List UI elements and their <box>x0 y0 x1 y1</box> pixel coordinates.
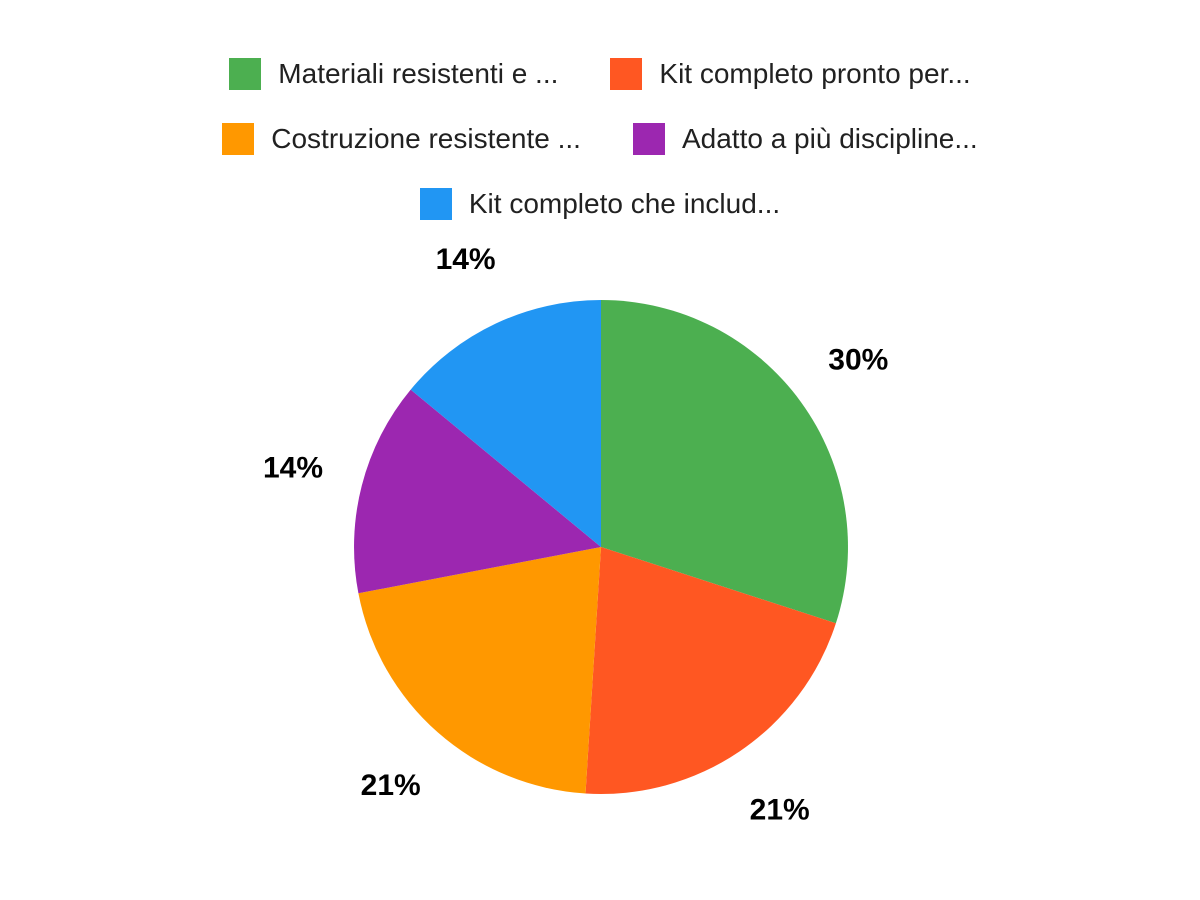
pie-slice <box>354 389 601 594</box>
legend-label: Kit completo pronto per... <box>659 58 971 89</box>
pie-slice <box>410 300 601 547</box>
legend-swatch-icon <box>419 188 452 220</box>
slice-value-label: 14% <box>263 451 323 484</box>
legend-label: Adatto a più discipline... <box>681 123 978 154</box>
legend-row: Costruzione resistente ... Adatto a più d… <box>222 123 978 155</box>
legend-label: Materiali resistenti e ... <box>278 58 559 89</box>
chart-legend: Materiali resistenti e ... Kit completo p… <box>0 58 1200 220</box>
legend-swatch-icon <box>222 123 255 155</box>
legend-row: Materiali resistenti e ... Kit completo p… <box>229 58 971 90</box>
legend-swatch-icon <box>632 123 665 155</box>
legend-item: Kit completo che includ... <box>419 188 781 220</box>
legend-item: Kit completo pronto per... <box>610 58 971 90</box>
legend-row: Kit completo che includ... <box>419 188 781 220</box>
slice-value-label: 14% <box>436 243 496 276</box>
slice-value-label: 21% <box>361 769 421 802</box>
legend-label: Costruzione resistente ... <box>271 123 581 154</box>
legend-item: Adatto a più discipline... <box>632 123 978 155</box>
pie-slice <box>358 547 601 794</box>
legend-label: Kit completo che includ... <box>468 188 781 219</box>
legend-item: Materiali resistenti e ... <box>229 58 558 90</box>
slice-value-label: 30% <box>828 344 888 377</box>
pie-slice <box>601 300 848 624</box>
legend-swatch-icon <box>229 58 262 90</box>
legend-swatch-icon <box>610 58 643 90</box>
legend-item: Costruzione resistente ... <box>222 123 581 155</box>
pie-slice <box>585 547 836 794</box>
slice-value-label: 21% <box>750 794 810 827</box>
